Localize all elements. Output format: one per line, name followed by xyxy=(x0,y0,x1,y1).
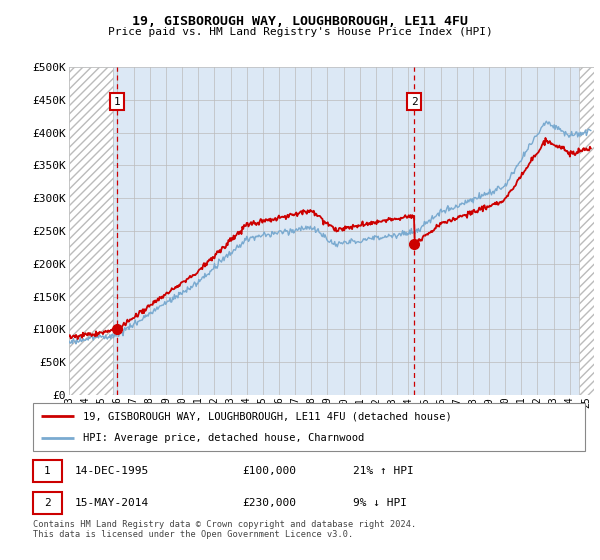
FancyBboxPatch shape xyxy=(33,403,585,451)
Text: 19, GISBOROUGH WAY, LOUGHBOROUGH, LE11 4FU (detached house): 19, GISBOROUGH WAY, LOUGHBOROUGH, LE11 4… xyxy=(83,411,451,421)
Text: £230,000: £230,000 xyxy=(243,498,297,508)
Text: 21% ↑ HPI: 21% ↑ HPI xyxy=(353,466,414,476)
Text: 14-DEC-1995: 14-DEC-1995 xyxy=(74,466,149,476)
Text: Contains HM Land Registry data © Crown copyright and database right 2024.
This d: Contains HM Land Registry data © Crown c… xyxy=(33,520,416,539)
Text: £100,000: £100,000 xyxy=(243,466,297,476)
FancyBboxPatch shape xyxy=(33,492,62,514)
Bar xyxy=(580,67,594,395)
Text: 1: 1 xyxy=(44,466,51,476)
Text: 1: 1 xyxy=(113,96,120,106)
Text: 9% ↓ HPI: 9% ↓ HPI xyxy=(353,498,407,508)
Text: 15-MAY-2014: 15-MAY-2014 xyxy=(74,498,149,508)
Bar xyxy=(69,67,113,395)
FancyBboxPatch shape xyxy=(33,460,62,482)
Text: Price paid vs. HM Land Registry's House Price Index (HPI): Price paid vs. HM Land Registry's House … xyxy=(107,27,493,37)
Text: 2: 2 xyxy=(411,96,418,106)
Text: HPI: Average price, detached house, Charnwood: HPI: Average price, detached house, Char… xyxy=(83,433,364,443)
Text: 2: 2 xyxy=(44,498,51,508)
Text: 19, GISBOROUGH WAY, LOUGHBOROUGH, LE11 4FU: 19, GISBOROUGH WAY, LOUGHBOROUGH, LE11 4… xyxy=(132,15,468,28)
